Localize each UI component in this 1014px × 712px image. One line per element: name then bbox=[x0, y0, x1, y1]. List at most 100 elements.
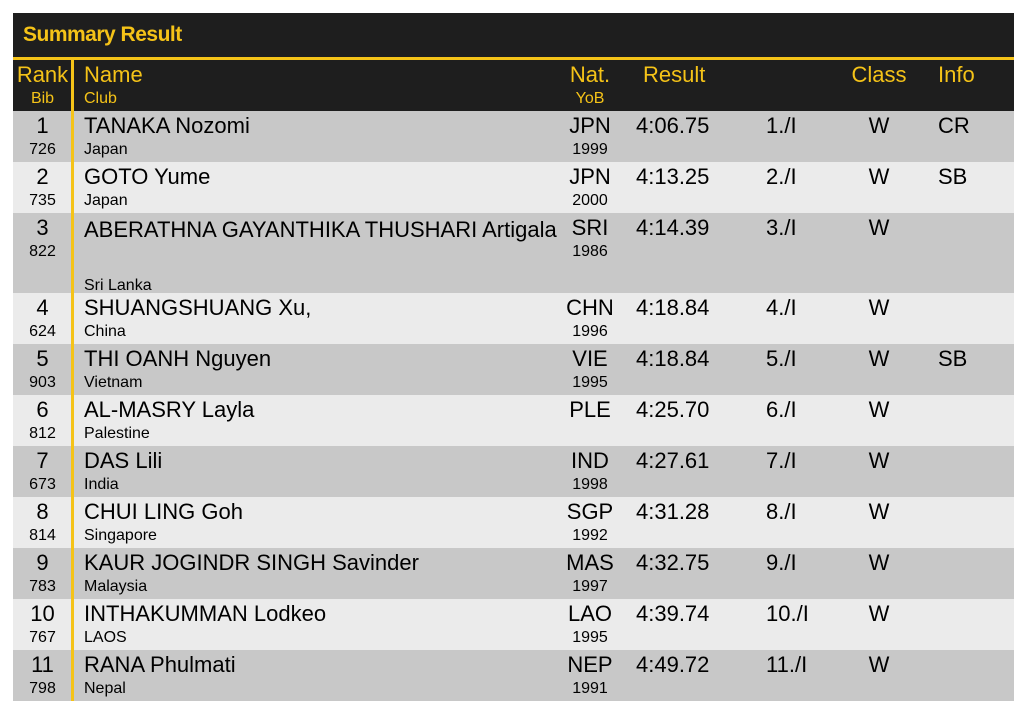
table-row: 1 726 TANAKA Nozomi Japan JPN 1999 4:06.75 1./I… bbox=[13, 111, 1014, 162]
year-of-birth: 1991 bbox=[572, 680, 608, 697]
table-row: 3 822 ABERATHNA GAYANTHIKA THUSHARI Artiga… bbox=[13, 213, 1014, 294]
athlete-name: AL-MASRY Layla bbox=[84, 397, 255, 422]
column-divider bbox=[71, 650, 74, 701]
table-row: 4 624 SHUANGSHUANG Xu, China CHN 1996 4:18.84 4… bbox=[13, 293, 1014, 344]
rank-cell: 11 bbox=[31, 652, 54, 677]
nation-code: IND bbox=[571, 448, 609, 473]
table-header: Rank Bib Name Club Nat. YoB Result Class… bbox=[13, 60, 1014, 111]
header-bib: Bib bbox=[30, 90, 55, 107]
heat-place: 10./I bbox=[766, 601, 809, 626]
column-divider bbox=[71, 111, 74, 162]
rank-cell: 8 bbox=[36, 499, 49, 524]
athlete-name: RANA Phulmati bbox=[84, 652, 236, 677]
club-name: Vietnam bbox=[84, 374, 143, 391]
athlete-name: TANAKA Nozomi bbox=[84, 113, 250, 138]
class-cell: W bbox=[868, 652, 890, 677]
heat-place: 2./I bbox=[766, 164, 797, 189]
rank-cell: 10 bbox=[30, 601, 55, 626]
header-name: Name bbox=[84, 62, 143, 87]
nation-code: VIE bbox=[572, 346, 608, 371]
rank-cell: 6 bbox=[36, 397, 49, 422]
results-table-body: 1 726 TANAKA Nozomi Japan JPN 1999 4:06.75 1./I… bbox=[13, 111, 1014, 701]
athlete-name: THI OANH Nguyen bbox=[84, 346, 272, 371]
panel-title: Summary Result bbox=[13, 13, 1014, 60]
table-row: 5 903 THI OANH Nguyen Vietnam VIE 1995 4:18.84… bbox=[13, 344, 1014, 395]
heat-place: 11./I bbox=[766, 652, 808, 677]
nation-code: JPN bbox=[569, 164, 611, 189]
bib-cell: 822 bbox=[29, 243, 56, 260]
class-cell: W bbox=[868, 346, 890, 371]
year-of-birth: 1995 bbox=[572, 629, 608, 646]
class-cell: W bbox=[868, 601, 890, 626]
header-result: Result bbox=[643, 62, 706, 87]
class-cell: W bbox=[868, 448, 890, 473]
info-cell: SB bbox=[938, 346, 968, 371]
bib-cell: 798 bbox=[29, 680, 56, 697]
year-of-birth: 1997 bbox=[572, 578, 608, 595]
table-row: 11 798 RANA Phulmati Nepal NEP 1991 4:49.72 11.… bbox=[13, 650, 1014, 701]
column-divider bbox=[71, 599, 74, 650]
result-time: 4:31.28 bbox=[636, 499, 710, 524]
club-name: Malaysia bbox=[84, 578, 148, 595]
bib-cell: 814 bbox=[29, 527, 56, 544]
header-info: Info bbox=[938, 62, 975, 87]
club-name: Palestine bbox=[84, 425, 150, 442]
year-of-birth: 1995 bbox=[572, 374, 608, 391]
column-divider bbox=[71, 293, 74, 344]
header-class: Class bbox=[851, 62, 907, 87]
info-cell: SB bbox=[938, 164, 968, 189]
result-time: 4:27.61 bbox=[636, 448, 710, 473]
heat-place: 5./I bbox=[766, 346, 797, 371]
table-row: 7 673 DAS Lili India IND 1998 4:27.61 7./I W bbox=[13, 446, 1014, 497]
class-cell: W bbox=[868, 499, 890, 524]
year-of-birth: 1996 bbox=[572, 323, 608, 340]
bib-cell: 624 bbox=[29, 323, 56, 340]
club-name: Japan bbox=[84, 192, 128, 209]
summary-result-panel: Summary Result Rank Bib Name Club Nat. Y… bbox=[13, 13, 1014, 701]
table-row: 6 812 AL-MASRY Layla Palestine PLE 4:25.70 6./… bbox=[13, 395, 1014, 446]
year-of-birth: 1992 bbox=[572, 527, 608, 544]
column-divider bbox=[71, 162, 74, 213]
table-row: 2 735 GOTO Yume Japan JPN 2000 4:13.25 2./I W SB bbox=[13, 162, 1014, 213]
heat-place: 6./I bbox=[766, 397, 797, 422]
rank-cell: 9 bbox=[36, 550, 49, 575]
column-divider bbox=[71, 548, 74, 599]
rank-cell: 1 bbox=[36, 113, 49, 138]
rank-cell: 7 bbox=[36, 448, 49, 473]
bib-cell: 812 bbox=[29, 425, 56, 442]
table-row: 8 814 CHUI LING Goh Singapore SGP 1992 4:31.28… bbox=[13, 497, 1014, 548]
heat-place: 9./I bbox=[766, 550, 797, 575]
athlete-name: SHUANGSHUANG Xu, bbox=[84, 295, 312, 320]
year-of-birth: 1986 bbox=[572, 243, 608, 260]
header-nat: Nat. bbox=[569, 62, 611, 87]
heat-place: 1./I bbox=[766, 113, 797, 138]
club-name: Japan bbox=[84, 141, 128, 158]
nation-code: PLE bbox=[569, 397, 611, 422]
column-divider bbox=[71, 60, 74, 111]
nation-code: LAO bbox=[567, 601, 613, 626]
table-row: 9 783 KAUR JOGINDR SINGH Savinder Malaysia M… bbox=[13, 548, 1014, 599]
rank-cell: 4 bbox=[36, 295, 49, 320]
heat-place: 4./I bbox=[766, 295, 797, 320]
year-of-birth: 2000 bbox=[572, 192, 608, 209]
nation-code: JPN bbox=[569, 113, 611, 138]
info-cell: CR bbox=[938, 113, 970, 138]
result-time: 4:14.39 bbox=[636, 215, 710, 240]
heat-place: 7./I bbox=[766, 448, 797, 473]
result-time: 4:49.72 bbox=[636, 652, 710, 677]
result-time: 4:32.75 bbox=[636, 550, 710, 575]
class-cell: W bbox=[868, 164, 890, 189]
rank-cell: 2 bbox=[36, 164, 49, 189]
column-divider bbox=[71, 446, 74, 497]
column-divider bbox=[71, 344, 74, 395]
bib-cell: 767 bbox=[29, 629, 56, 646]
column-divider bbox=[71, 213, 74, 293]
nation-code: SRI bbox=[571, 215, 609, 240]
athlete-name: DAS Lili bbox=[84, 448, 163, 473]
result-time: 4:39.74 bbox=[636, 601, 710, 626]
athlete-name: ABERATHNA GAYANTHIKA THUSHARI Artigala bbox=[84, 217, 557, 242]
class-cell: W bbox=[868, 550, 890, 575]
year-of-birth: 1999 bbox=[572, 141, 608, 158]
column-divider bbox=[71, 497, 74, 548]
result-time: 4:13.25 bbox=[636, 164, 710, 189]
